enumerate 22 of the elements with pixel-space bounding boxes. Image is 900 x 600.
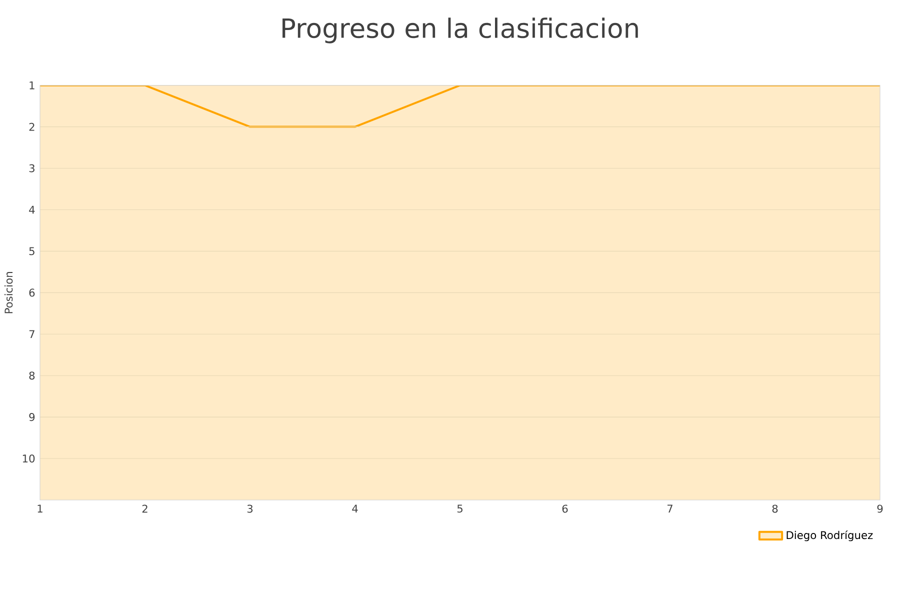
y-tick-label: 9	[29, 413, 35, 422]
x-tick-label: 1	[38, 504, 42, 512]
x-tick-label: 2	[142, 504, 148, 513]
y-tick-label: 4	[29, 206, 35, 214]
y-tick-label: 2	[29, 122, 34, 131]
y-tick-label: 8	[29, 372, 35, 380]
y-tick-label: 1	[30, 81, 34, 90]
chart-title: Progreso en la clasificacion	[282, 18, 638, 44]
y-tick-label: 6	[29, 288, 35, 297]
y-axis-title: Posicion	[4, 272, 13, 314]
x-tick-label: 6	[562, 504, 568, 513]
y-tick-label: 3	[29, 164, 34, 172]
x-tick-label: 4	[352, 504, 358, 512]
x-tick-label: 9	[877, 504, 883, 513]
y-tick-label: 10	[22, 454, 35, 463]
legend-label: Diego Rodríguez	[786, 530, 873, 542]
y-tick-label: 5	[29, 247, 34, 256]
x-tick-label: 7	[668, 504, 672, 512]
x-tick-label: 3	[247, 504, 253, 513]
x-tick-label: 8	[772, 504, 778, 513]
x-tick-label: 5	[457, 504, 462, 513]
y-tick-label: 7	[29, 330, 34, 338]
